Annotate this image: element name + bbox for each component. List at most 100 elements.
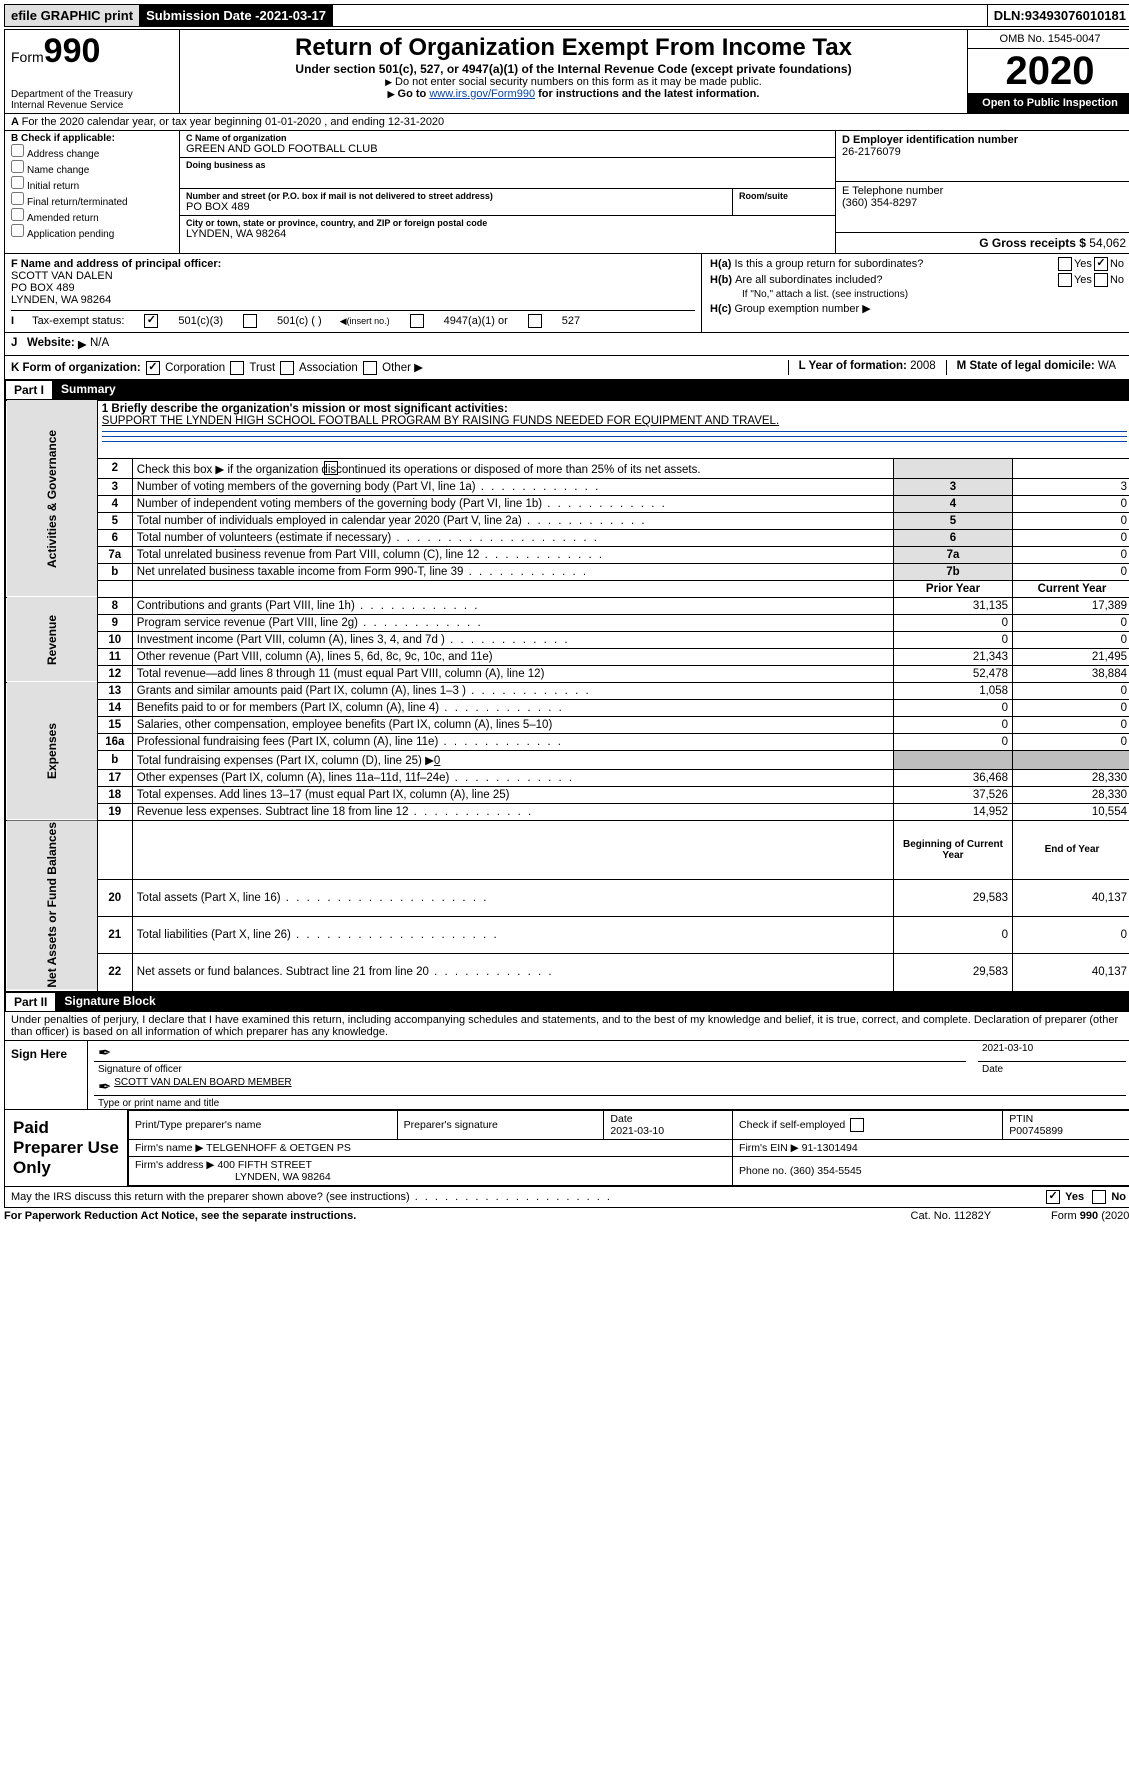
firm-ein-lbl: Firm's EIN ▶ xyxy=(739,1142,802,1154)
section-revenue: Revenue xyxy=(6,597,98,682)
chk-application-pending[interactable]: Application pending xyxy=(11,224,173,240)
officer-sig-lbl: Signature of officer xyxy=(88,1064,972,1075)
box-e-lbl: E Telephone number xyxy=(842,185,943,197)
chk-final-return[interactable]: Final return/terminated xyxy=(11,192,173,208)
chk-name-change[interactable]: Name change xyxy=(11,160,173,176)
firm-phone-lbl: Phone no. xyxy=(739,1165,790,1177)
chk-527[interactable] xyxy=(528,314,542,328)
chk-amended-return-lbl: Amended return xyxy=(27,213,99,224)
form-990: 990 xyxy=(44,32,101,70)
net-line: 20Total assets (Part X, line 16)29,58340… xyxy=(6,880,1129,917)
chk-501c[interactable] xyxy=(243,314,257,328)
box-b: B Check if applicable: Address change Na… xyxy=(5,131,180,253)
line-a: A For the 2020 calendar year, or tax yea… xyxy=(5,114,1129,131)
chk-initial-return[interactable]: Initial return xyxy=(11,176,173,192)
val-cy: 40,137 xyxy=(1013,954,1129,991)
paid-h-date: Date2021-03-10 xyxy=(604,1110,733,1139)
addr-box: Number and street (or P.O. box if mail i… xyxy=(180,189,733,215)
line-num: 17 xyxy=(97,769,132,786)
dln-cell: DLN: 93493076010181 xyxy=(987,5,1129,26)
tax-year: 2020 xyxy=(968,49,1129,93)
discuss-yes-lbl: Yes xyxy=(1065,1190,1084,1202)
line-nn xyxy=(894,458,1013,478)
chk-association[interactable] xyxy=(280,361,294,375)
paid-h-ptin: PTINP00745899 xyxy=(1003,1110,1129,1139)
submission-label: Submission Date - xyxy=(146,8,259,23)
form-note-2: Go to www.irs.gov/Form990 for instructio… xyxy=(188,88,959,100)
val-py: 52,478 xyxy=(894,665,1013,682)
hdr-prior-year: Prior Year xyxy=(894,580,1013,597)
h-a-no[interactable] xyxy=(1094,257,1108,271)
box-g-val: 54,062 xyxy=(1089,236,1126,250)
chk-self-employed[interactable] xyxy=(850,1118,864,1132)
exp-line: 18Total expenses. Add lines 13–17 (must … xyxy=(6,786,1129,803)
h-a-yes[interactable] xyxy=(1058,257,1072,271)
bcdeg-row: B Check if applicable: Address change Na… xyxy=(5,131,1129,254)
line-num: 21 xyxy=(97,917,132,954)
omb-number: OMB No. 1545-0047 xyxy=(968,30,1129,49)
rev-line: 9Program service revenue (Part VIII, lin… xyxy=(6,614,1129,631)
submission-date: 2021-03-17 xyxy=(260,8,327,23)
chk-trust[interactable] xyxy=(230,361,244,375)
sign-date: 2021-03-10 xyxy=(978,1043,1126,1062)
line-k-lbl: K Form of organization: xyxy=(11,362,141,374)
line-i: I Tax-exempt status: 501(c)(3) 501(c) ( … xyxy=(11,310,695,328)
line-num: 19 xyxy=(97,803,132,820)
chk-corporation[interactable] xyxy=(146,361,160,375)
firm-name-cell: Firm's name ▶ TELGENHOFF & OETGEN PS xyxy=(129,1139,733,1156)
chk-line2[interactable] xyxy=(324,461,338,475)
box-e: E Telephone number (360) 354-8297 xyxy=(836,182,1129,233)
rev-line: 11Other revenue (Part VIII, column (A), … xyxy=(6,648,1129,665)
h-b-yes[interactable] xyxy=(1058,273,1072,287)
paid-table: Print/Type preparer's name Preparer's si… xyxy=(128,1110,1129,1186)
line-num: 20 xyxy=(97,880,132,917)
submission-date-cell: Submission Date - 2021-03-17 xyxy=(140,5,333,26)
city-box: City or town, state or province, country… xyxy=(180,216,835,242)
line-num: 8 xyxy=(97,597,132,614)
chk-address-change[interactable]: Address change xyxy=(11,144,173,160)
org-name-lbl: C Name of organization xyxy=(186,133,829,143)
form-word: Form xyxy=(11,49,44,65)
firm-ein: 91-1301494 xyxy=(802,1142,858,1154)
val-py: 0 xyxy=(894,631,1013,648)
firm-city: LYNDEN, WA 98264 xyxy=(135,1171,331,1183)
discuss-no[interactable] xyxy=(1092,1190,1106,1204)
h-b: H(b) Are all subordinates included? Yes … xyxy=(702,272,1129,288)
efile-button[interactable]: efile GRAPHIC print xyxy=(5,5,140,26)
line-text: Total unrelated business revenue from Pa… xyxy=(132,546,893,563)
hdr-beginning-year: Beginning of Current Year xyxy=(894,820,1013,879)
gov-line-6: 6Total number of volunteers (estimate if… xyxy=(6,529,1129,546)
discuss-yes[interactable] xyxy=(1046,1190,1060,1204)
lbl-501c3: 501(c)(3) xyxy=(178,315,223,327)
val-cy: 10,554 xyxy=(1013,803,1129,820)
chk-other[interactable] xyxy=(363,361,377,375)
val-py: 29,583 xyxy=(894,880,1013,917)
irs-link[interactable]: www.irs.gov/Form990 xyxy=(429,88,535,100)
lbl-other: Other xyxy=(382,362,411,374)
val-cy: 21,495 xyxy=(1013,648,1129,665)
line-text: Total expenses. Add lines 13–17 (must eq… xyxy=(132,786,893,803)
val-cy-shaded xyxy=(1013,750,1129,769)
part1-title: Summary xyxy=(53,380,124,400)
line-l-lbl: L Year of formation: xyxy=(799,360,910,372)
top-spacer xyxy=(333,5,987,26)
val-cy: 0 xyxy=(1013,733,1129,750)
blank xyxy=(132,820,893,879)
box-d-lbl: D Employer identification number xyxy=(842,134,1018,146)
addr-row: Number and street (or P.O. box if mail i… xyxy=(180,189,835,216)
firm-addr-lbl: Firm's address ▶ xyxy=(135,1159,217,1171)
part2-num: Part II xyxy=(5,992,56,1012)
firm-addr-cell: Firm's address ▶ 400 FIFTH STREETLYNDEN,… xyxy=(129,1156,733,1185)
box-f-lbl: F Name and address of principal officer: xyxy=(11,258,221,270)
line-num: 4 xyxy=(97,495,132,512)
exp-line: 19Revenue less expenses. Subtract line 1… xyxy=(6,803,1129,820)
h-b-no[interactable] xyxy=(1094,273,1108,287)
line-num: 7a xyxy=(97,546,132,563)
chk-amended-return[interactable]: Amended return xyxy=(11,208,173,224)
chk-4947[interactable] xyxy=(410,314,424,328)
line-16b-val: 0 xyxy=(434,755,440,767)
line-i-lbl: Tax-exempt status: xyxy=(32,315,124,327)
footer: For Paperwork Reduction Act Notice, see … xyxy=(4,1208,1129,1224)
val-py: 21,343 xyxy=(894,648,1013,665)
chk-501c3[interactable] xyxy=(144,314,158,328)
